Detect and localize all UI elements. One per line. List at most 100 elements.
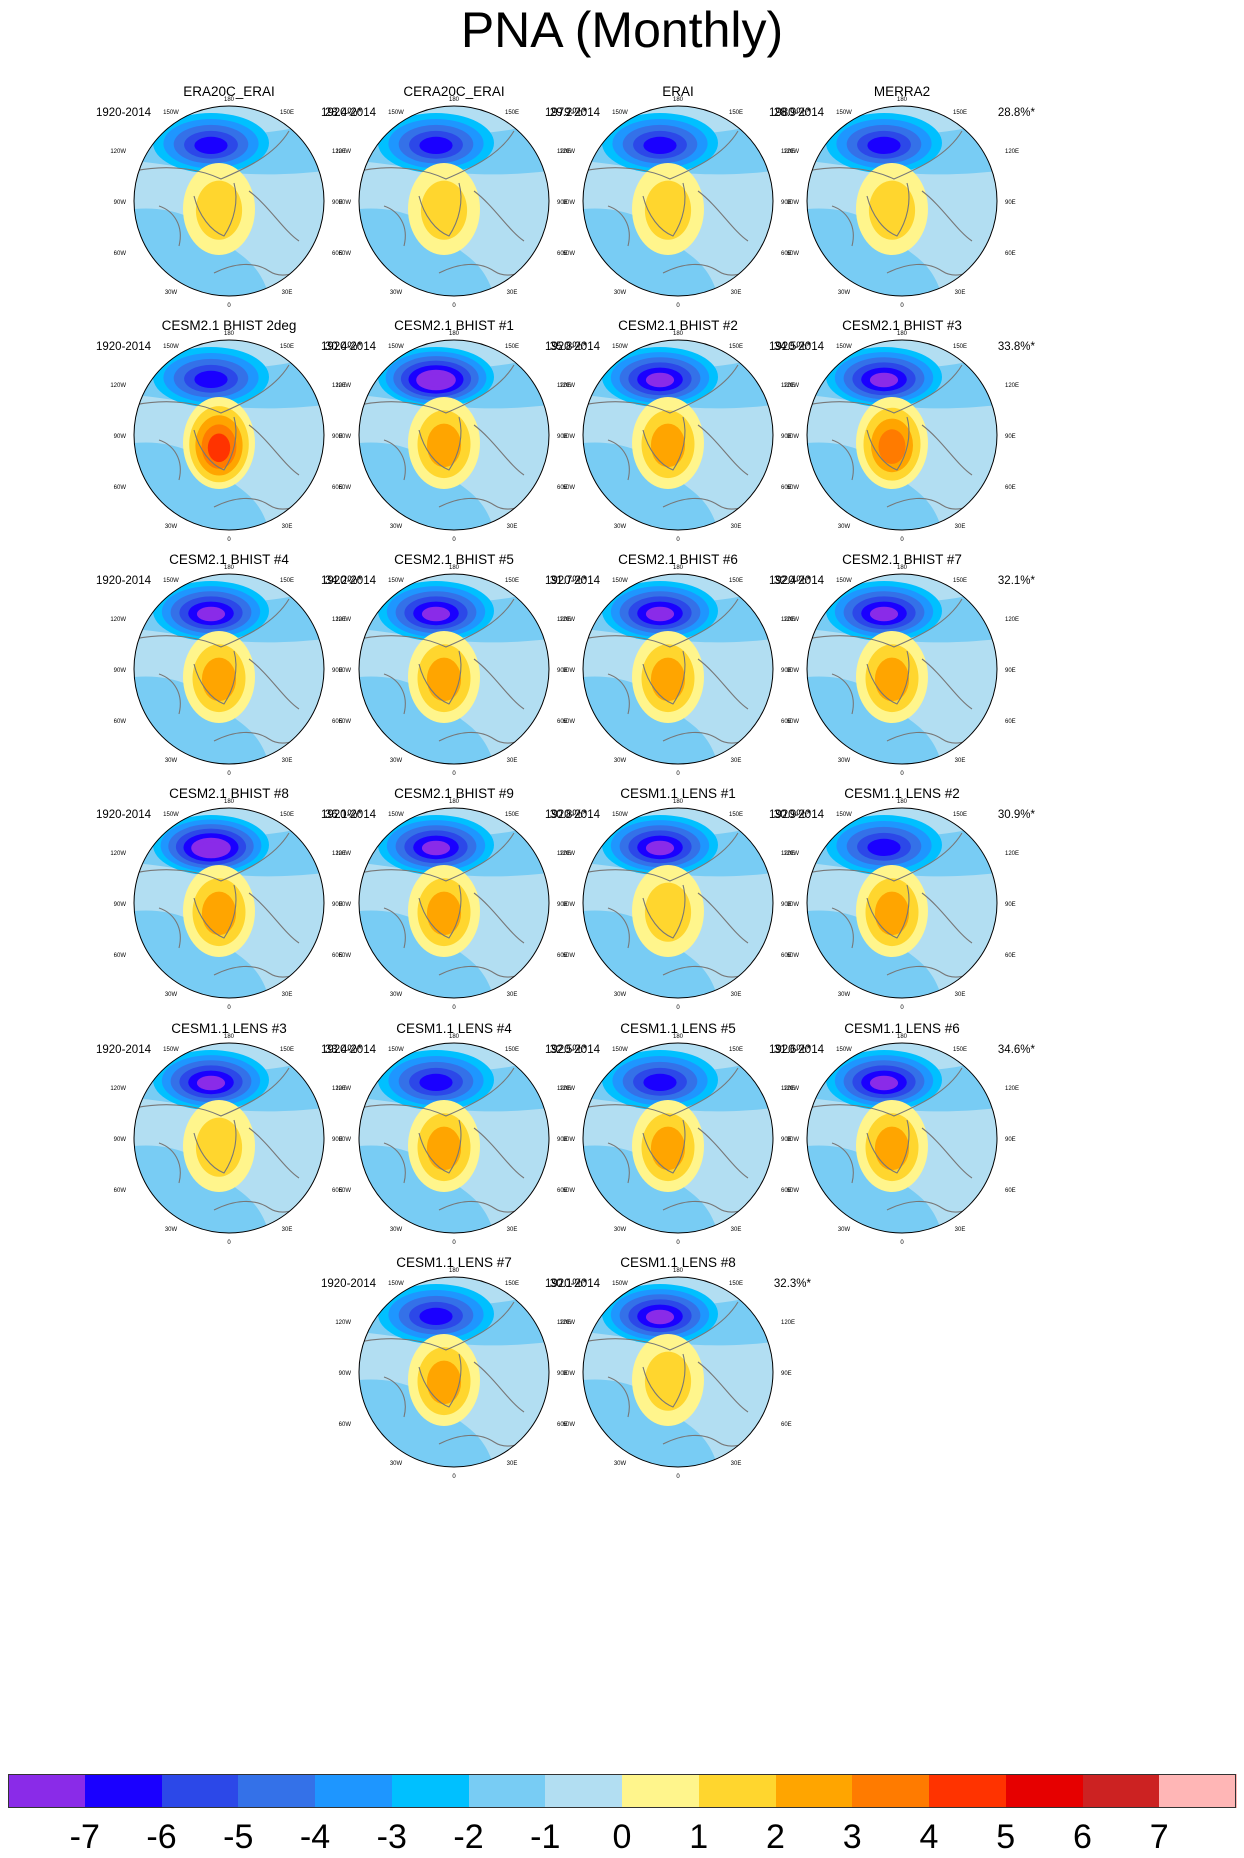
longitude-label: 90E (557, 200, 568, 206)
longitude-label: 120E (1005, 1086, 1019, 1092)
longitude-label: 150W (836, 344, 852, 350)
longitude-label: 150W (163, 1047, 179, 1053)
longitude-label: 0 (452, 1474, 456, 1480)
negative-contour (643, 1073, 677, 1091)
longitude-label: 150W (836, 1047, 852, 1053)
longitude-label: 30E (282, 524, 293, 530)
coastlines (134, 832, 324, 978)
longitude-label: 0 (227, 303, 231, 309)
longitude-label: 150W (836, 110, 852, 116)
panel-period: 1920-2014 (321, 575, 376, 587)
longitude-label: 60E (557, 1188, 568, 1194)
colorbar-swatch (391, 1774, 469, 1808)
longitude-label: 60W (114, 719, 127, 725)
longitude-label: 150E (953, 1047, 967, 1053)
longitude-label: 30W (614, 992, 627, 998)
colorbar-tick-label: -3 (376, 1818, 407, 1856)
panel-title: CESM2.1 BHIST #3 (842, 318, 962, 333)
longitude-label: 60W (339, 1188, 352, 1194)
longitude-label: 120W (559, 383, 575, 389)
colorbar-tick-label: 4 (919, 1818, 939, 1856)
longitude-label: 60E (781, 485, 792, 491)
coastlines (583, 832, 773, 978)
panel-period: 1920-2014 (96, 809, 151, 821)
longitude-label: 0 (676, 771, 680, 777)
negative-contour (869, 372, 899, 388)
longitude-label: 120E (332, 617, 346, 623)
colorbar-tick-label: 2 (766, 1818, 785, 1856)
positive-contour (201, 657, 237, 702)
colorbar-swatch (1005, 1774, 1083, 1808)
longitude-label: 60E (557, 719, 568, 725)
panel-period: 1920-2014 (321, 341, 376, 353)
longitude-label: 0 (452, 537, 456, 543)
longitude-label: 90E (557, 1137, 568, 1143)
longitude-label: 90E (781, 1371, 792, 1377)
longitude-label: 90W (114, 200, 127, 206)
colorbar-tick-label: -4 (299, 1818, 331, 1856)
longitude-label: 30W (838, 758, 851, 764)
longitude-label: 180 (673, 97, 684, 103)
longitude-label: 150W (388, 110, 404, 116)
negative-contour (194, 136, 228, 154)
longitude-label: 30E (955, 1227, 966, 1233)
panel-variance-explained: 34.2%* (324, 575, 362, 587)
longitude-label: 120E (557, 617, 571, 623)
longitude-label: 150E (505, 578, 519, 584)
colorbar: -7 -6 -5 -4 -3 -2 -1 0 1 2 3 4 5 6 7 (8, 1774, 1237, 1858)
longitude-label: 30E (507, 758, 518, 764)
longitude-label: 150E (953, 578, 967, 584)
coastlines (359, 130, 549, 276)
longitude-label: 60W (114, 953, 127, 959)
longitude-label: 180 (673, 1268, 684, 1274)
map-panel: CESM2.1 BHIST #9 1920-2014 30.8%* 180 150W 15… (321, 786, 587, 1066)
map-panel: CESM1.1 LENS #4 1920-2014 32.5%* 180 150W 150… (321, 1021, 587, 1301)
colorbar-swatch (698, 1774, 776, 1808)
longitude-label: 120W (335, 851, 351, 857)
negative-contour (419, 1307, 453, 1325)
map-boundary (582, 339, 774, 531)
longitude-label: 150E (505, 110, 519, 116)
longitude-label: 30W (165, 992, 178, 998)
longitude-label: 120W (559, 617, 575, 623)
longitude-label: 90E (781, 200, 792, 206)
longitude-label: 30E (507, 1227, 518, 1233)
longitude-label: 150W (612, 110, 628, 116)
panel-variance-explained: 28.4%* (324, 107, 362, 119)
longitude-label: 60E (557, 485, 568, 491)
longitude-label: 120W (559, 1086, 575, 1092)
panel-title: CESM2.1 BHIST #7 (842, 552, 962, 567)
longitude-label: 150E (729, 1047, 743, 1053)
panel-period: 1920-2014 (769, 575, 824, 587)
map-boundary (358, 807, 550, 999)
longitude-label: 90E (557, 668, 568, 674)
longitude-label: 150E (505, 1047, 519, 1053)
longitude-label: 0 (900, 771, 904, 777)
coastlines (807, 832, 997, 978)
map-boundary (582, 573, 774, 765)
panel-variance-explained: 28.8%* (997, 107, 1035, 119)
coastlines (807, 364, 997, 510)
panel-period: 1920-2014 (769, 809, 824, 821)
panel-period: 1920-2014 (545, 575, 600, 587)
coastlines (583, 130, 773, 276)
panel-title: ERAI (662, 84, 694, 99)
longitude-label: 150E (953, 812, 967, 818)
longitude-label: 180 (897, 97, 908, 103)
longitude-label: 60E (781, 719, 792, 725)
map-boundary (358, 1276, 550, 1468)
map-boundary (358, 573, 550, 765)
longitude-label: 90W (114, 902, 127, 908)
colorbar-swatch (161, 1774, 239, 1808)
longitude-label: 120E (332, 851, 346, 857)
longitude-label: 120E (557, 1320, 571, 1326)
